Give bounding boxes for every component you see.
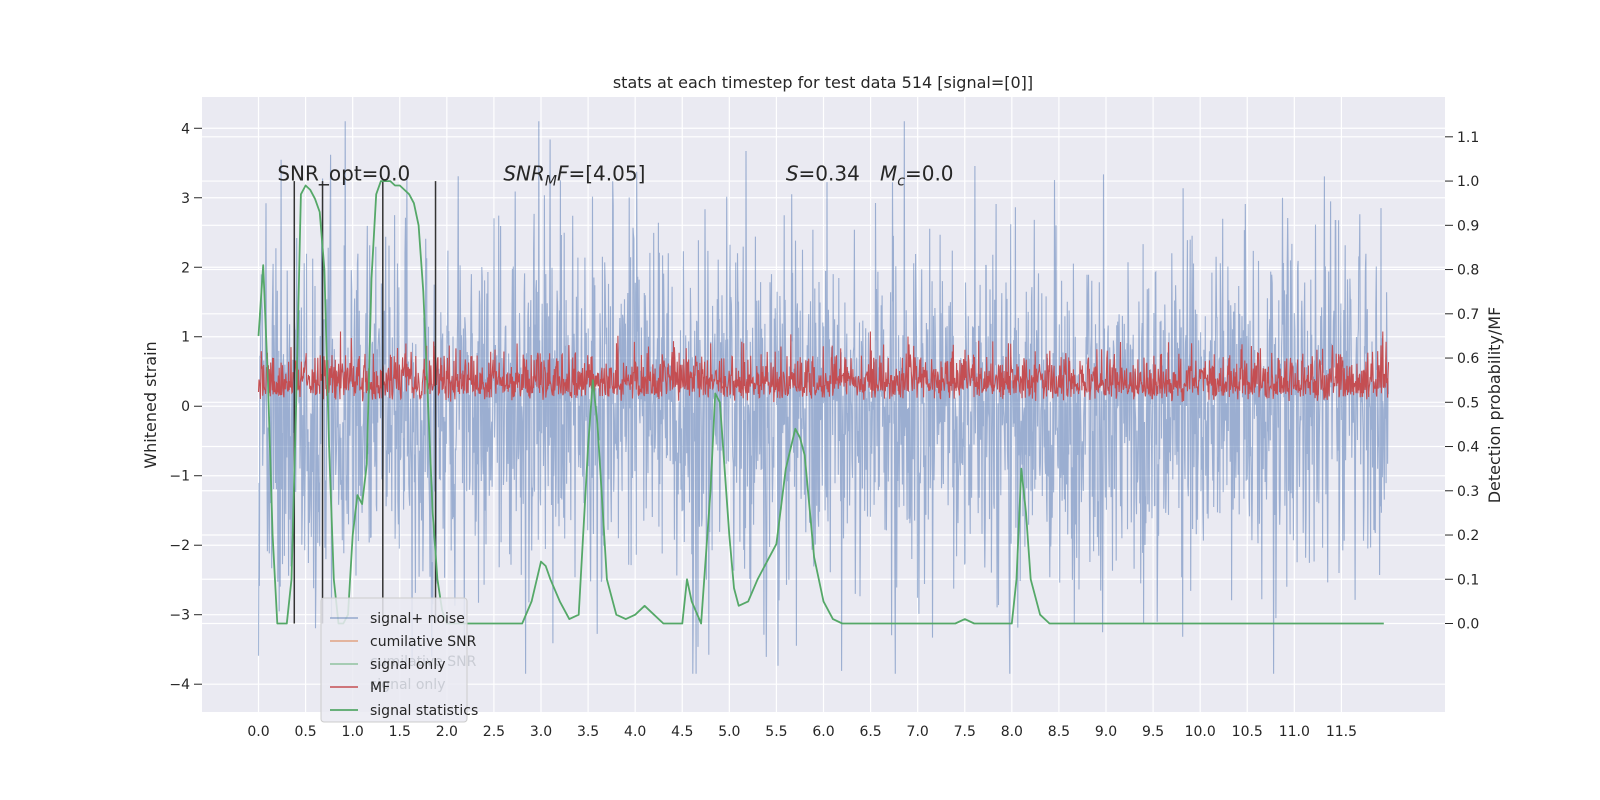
legend-ghost-label: signal only [370, 677, 445, 693]
y2-tick-label: 0.4 [1457, 440, 1479, 456]
y2-tick-label: 0.7 [1457, 307, 1479, 323]
x-tick-label: 2.5 [483, 724, 505, 740]
annotation-mc-stat-subscript: c [897, 173, 905, 189]
annotation-mc-stat: Mc=0.0 [880, 161, 954, 189]
y2-tick-label: 0.6 [1457, 351, 1479, 367]
x-tick-label: 0.0 [247, 724, 269, 740]
y2-tick-label: 0.1 [1457, 572, 1479, 588]
legend-label-signal-statistics: signal statistics [370, 703, 478, 719]
mf-series [257, 331, 1390, 403]
annotation-snr-mf: SNRMF=[4.05] [503, 161, 645, 189]
y2-axis-title: Detection probability/MF [1485, 307, 1504, 504]
x-tick-label: 11.5 [1326, 724, 1357, 740]
x-tick-label: 10.5 [1232, 724, 1263, 740]
annotation-s-stat-value: =0.34 [799, 161, 860, 185]
y-tick-label: 4 [181, 121, 190, 137]
legend-label-cumilative-snr: cumilative SNR [370, 634, 477, 650]
x-tick-label: 1.5 [389, 724, 411, 740]
legend-ghost-label: cumilative SNR [370, 654, 477, 670]
annotations: SNR_opt=0.0 SNRMF=[4.05] S=0.34 Mc=0.0 [277, 161, 953, 189]
y-tick-label: −4 [169, 677, 190, 693]
grid-lines [202, 97, 1445, 712]
legend-label-signal-noise: signal+ noise [370, 611, 465, 627]
x-tick-label: 10.0 [1185, 724, 1216, 740]
y-tick-label: −2 [169, 538, 190, 554]
y2-tick-label: 0.5 [1457, 395, 1479, 411]
x-tick-label: 7.5 [954, 724, 976, 740]
x-tick-label: 7.0 [907, 724, 929, 740]
annotation-snr-mf-value: =[4.05] [569, 161, 646, 185]
x-tick-label: 5.0 [718, 724, 740, 740]
x-tick-label: 6.5 [859, 724, 881, 740]
annotation-s-stat: S=0.34 [786, 161, 860, 185]
x-axis: 0.0 0.5 1.0 1.5 2.0 2.5 3.0 3.5 4.0 4.5 5.0 5.5 6.0 6… [247, 724, 1357, 740]
legend-label-mf: MF [370, 680, 390, 696]
x-tick-label: 4.0 [624, 724, 646, 740]
x-tick-label: 0.5 [294, 724, 316, 740]
legend-label-signal-only: signal only [370, 657, 445, 673]
annotation-snr-opt-value: 0.0 [378, 161, 410, 185]
annotation-snr-opt: SNR_opt=0.0 [277, 161, 410, 185]
x-tick-label: 1.0 [342, 724, 364, 740]
y2-tick-label: 0.9 [1457, 218, 1479, 234]
x-tick-label: 6.0 [812, 724, 834, 740]
legend-box [320, 597, 468, 723]
y-tick-label: 1 [181, 330, 190, 346]
y2-tick-label: 1.0 [1457, 174, 1479, 190]
x-tick-label: 8.5 [1048, 724, 1070, 740]
annotation-mc-stat-value: =0.0 [905, 161, 954, 185]
y-axis-title: Whitened strain [141, 341, 160, 468]
annotation-s-stat-symbol: S [786, 161, 799, 185]
x-tick-label: 11.0 [1279, 724, 1310, 740]
y-tick-label: 2 [181, 260, 190, 276]
y2-tick-label: 0.0 [1457, 617, 1479, 633]
y-tick-label: −1 [169, 469, 190, 485]
x-tick-label: 9.5 [1142, 724, 1164, 740]
chart-title: stats at each timestep for test data 514… [613, 73, 1033, 92]
annotation-snr-mf-subscript: M [545, 173, 557, 189]
y-tick-label: 0 [181, 399, 190, 415]
annotation-snr-mf-symbol2: F [557, 161, 569, 185]
annotation-snr-opt-prefix: SNR_opt= [277, 161, 378, 185]
annotation-mc-stat-symbol: M [880, 161, 897, 185]
x-tick-label: 9.0 [1095, 724, 1117, 740]
x-tick-label: 3.0 [530, 724, 552, 740]
x-tick-label: 5.5 [765, 724, 787, 740]
x-tick-label: 2.0 [436, 724, 458, 740]
x-tick-label: 8.0 [1001, 724, 1023, 740]
y2-tick-label: 1.1 [1457, 130, 1479, 146]
annotation-snr-mf-symbol: SNR [503, 161, 545, 185]
y-axis-left: −4 −3 −2 −1 0 1 2 3 4 [169, 121, 202, 693]
y-tick-label: 3 [181, 191, 190, 207]
x-tick-label: 3.5 [577, 724, 599, 740]
y-tick-label: −3 [169, 608, 190, 624]
y2-tick-label: 0.2 [1457, 528, 1479, 544]
y2-tick-label: 0.3 [1457, 484, 1479, 500]
y-axis-right: 0.0 0.1 0.2 0.3 0.4 0.5 0.6 0.7 0.8 0.9 1.0 1.1 [1445, 130, 1479, 633]
mf-line [257, 331, 1390, 403]
legend: cumilative SNR signal only signal+ noise… [320, 597, 478, 723]
x-tick-label: 4.5 [671, 724, 693, 740]
y2-tick-label: 0.8 [1457, 263, 1479, 279]
